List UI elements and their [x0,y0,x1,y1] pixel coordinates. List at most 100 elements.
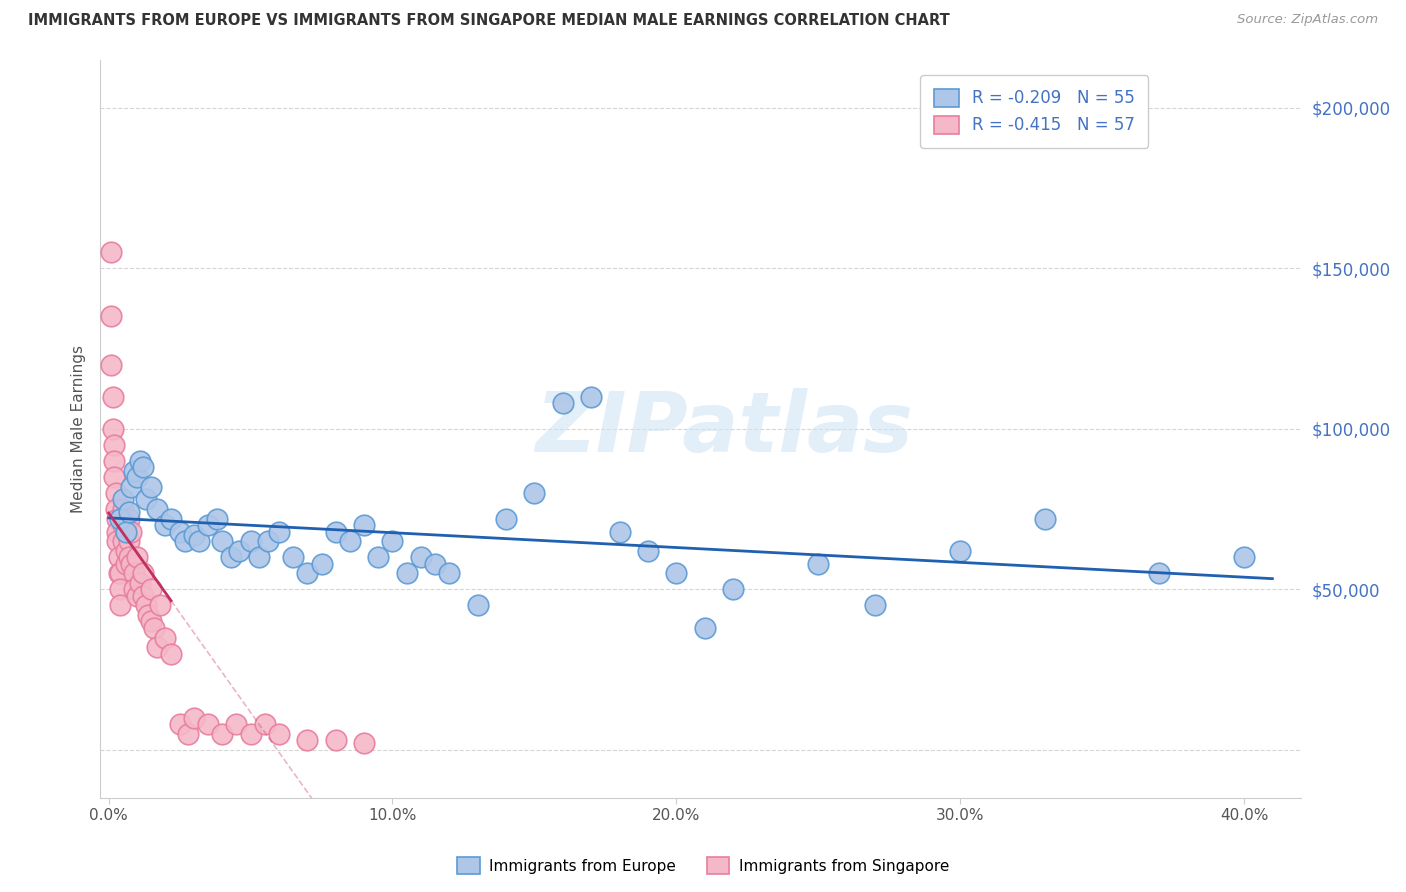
Point [122,464,145,478]
Point [100,358,122,372]
Legend: Immigrants from Europe, Immigrants from Singapore: Immigrants from Europe, Immigrants from … [451,851,955,880]
Y-axis label: Median Male Earnings: Median Male Earnings [72,345,86,513]
Point [197,717,219,731]
Point [131,589,153,603]
Point [219,550,242,565]
Point [143,621,166,635]
Point [100,245,122,260]
Point [211,534,233,549]
Point [117,512,139,526]
Point [807,557,830,571]
Point [141,480,163,494]
Point [149,599,172,613]
Point [281,550,304,565]
Point [131,460,153,475]
Point [120,480,142,494]
Point [117,534,139,549]
Point [122,566,145,581]
Point [1033,512,1056,526]
Point [138,608,160,623]
Point [114,544,136,558]
Point [101,390,124,404]
Point [239,534,262,549]
Point [367,550,389,565]
Point [108,566,131,581]
Point [239,727,262,741]
Point [721,582,744,597]
Point [103,470,125,484]
Point [579,390,602,404]
Point [105,534,128,549]
Point [228,544,250,558]
Point [188,534,211,549]
Point [135,599,157,613]
Point [155,631,177,645]
Point [609,524,631,539]
Point [146,640,169,655]
Point [949,544,972,558]
Point [125,470,148,484]
Point [120,524,142,539]
Point [247,550,270,565]
Point [141,615,163,629]
Point [325,733,347,747]
Point [114,524,136,539]
Point [693,621,716,635]
Point [107,550,129,565]
Point [128,576,150,591]
Point [495,512,517,526]
Point [120,557,142,571]
Point [146,502,169,516]
Point [311,557,333,571]
Point [117,505,139,519]
Point [1147,566,1170,581]
Point [114,557,136,571]
Point [353,518,375,533]
Point [103,438,125,452]
Point [523,486,546,500]
Text: ZIPatlas: ZIPatlas [536,388,914,469]
Point [111,502,134,516]
Point [423,557,446,571]
Point [183,528,205,542]
Point [211,727,233,741]
Text: Source: ZipAtlas.com: Source: ZipAtlas.com [1237,13,1378,27]
Point [297,733,319,747]
Point [467,599,489,613]
Point [135,492,157,507]
Point [267,727,290,741]
Point [1233,550,1256,565]
Point [353,736,375,750]
Point [111,518,134,533]
Point [117,550,139,565]
Point [863,599,886,613]
Point [381,534,404,549]
Point [108,599,131,613]
Point [205,512,228,526]
Point [114,524,136,539]
Point [155,518,177,533]
Point [174,534,197,549]
Point [122,582,145,597]
Point [665,566,688,581]
Point [409,550,432,565]
Point [160,512,183,526]
Point [169,717,191,731]
Point [101,422,124,436]
Point [128,454,150,468]
Point [105,524,128,539]
Point [125,550,148,565]
Point [100,310,122,324]
Point [108,582,131,597]
Point [325,524,347,539]
Point [395,566,418,581]
Point [551,396,574,410]
Point [125,589,148,603]
Point [267,524,290,539]
Point [105,512,128,526]
Point [160,647,183,661]
Point [169,524,191,539]
Point [131,566,153,581]
Point [253,717,276,731]
Point [225,717,247,731]
